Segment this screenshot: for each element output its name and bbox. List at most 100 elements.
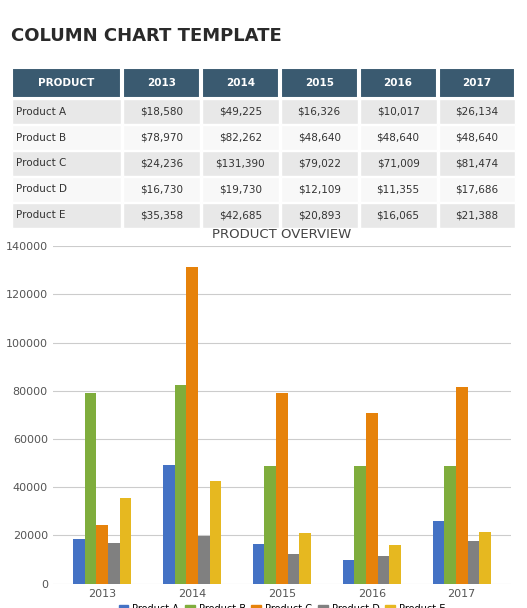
Bar [96, 525, 108, 584]
FancyBboxPatch shape [438, 177, 515, 202]
Bar [73, 539, 85, 584]
FancyBboxPatch shape [281, 67, 358, 98]
Text: $18,580: $18,580 [140, 106, 183, 117]
FancyBboxPatch shape [438, 99, 515, 124]
Text: $16,730: $16,730 [140, 184, 183, 195]
Text: $26,134: $26,134 [455, 106, 499, 117]
FancyBboxPatch shape [123, 99, 200, 124]
Bar [378, 556, 389, 584]
FancyBboxPatch shape [359, 203, 436, 228]
FancyBboxPatch shape [123, 203, 200, 228]
Text: $21,388: $21,388 [455, 210, 499, 220]
FancyBboxPatch shape [438, 67, 515, 98]
Text: $48,640: $48,640 [377, 133, 419, 142]
FancyBboxPatch shape [359, 67, 436, 98]
Text: $81,474: $81,474 [455, 159, 499, 168]
FancyBboxPatch shape [12, 177, 121, 202]
FancyBboxPatch shape [281, 125, 358, 150]
Bar [444, 466, 456, 584]
Text: $17,686: $17,686 [455, 184, 499, 195]
Text: $11,355: $11,355 [376, 184, 419, 195]
Text: $131,390: $131,390 [216, 159, 265, 168]
FancyBboxPatch shape [123, 177, 200, 202]
Text: $48,640: $48,640 [298, 133, 340, 142]
Bar [210, 481, 221, 584]
Text: Product B: Product B [16, 133, 66, 142]
Bar [467, 541, 479, 584]
Text: $71,009: $71,009 [377, 159, 419, 168]
FancyBboxPatch shape [281, 151, 358, 176]
Bar [174, 385, 186, 584]
FancyBboxPatch shape [202, 67, 279, 98]
FancyBboxPatch shape [123, 67, 200, 98]
FancyBboxPatch shape [359, 177, 436, 202]
Text: COLUMN CHART TEMPLATE: COLUMN CHART TEMPLATE [11, 27, 281, 46]
FancyBboxPatch shape [438, 125, 515, 150]
FancyBboxPatch shape [202, 99, 279, 124]
Bar [389, 545, 401, 584]
FancyBboxPatch shape [12, 67, 121, 98]
Text: 2013: 2013 [147, 78, 176, 88]
FancyBboxPatch shape [123, 125, 200, 150]
FancyBboxPatch shape [202, 125, 279, 150]
FancyBboxPatch shape [438, 151, 515, 176]
FancyBboxPatch shape [359, 151, 436, 176]
Text: Product A: Product A [16, 106, 66, 117]
Text: $24,236: $24,236 [140, 159, 183, 168]
FancyBboxPatch shape [12, 99, 121, 124]
Legend: Product A, Product B, Product C, Product D, Product E: Product A, Product B, Product C, Product… [115, 600, 449, 608]
FancyBboxPatch shape [12, 151, 121, 176]
Bar [186, 267, 198, 584]
Text: $19,730: $19,730 [219, 184, 262, 195]
Text: Product D: Product D [16, 184, 66, 195]
Text: PRODUCT: PRODUCT [38, 78, 94, 88]
FancyBboxPatch shape [12, 125, 121, 150]
Text: $82,262: $82,262 [219, 133, 262, 142]
FancyBboxPatch shape [359, 99, 436, 124]
Text: $78,970: $78,970 [140, 133, 183, 142]
Text: 2015: 2015 [305, 78, 334, 88]
Text: $12,109: $12,109 [298, 184, 340, 195]
FancyBboxPatch shape [359, 125, 436, 150]
FancyBboxPatch shape [281, 99, 358, 124]
Text: 2014: 2014 [226, 78, 255, 88]
Text: Product C: Product C [16, 159, 66, 168]
Text: $35,358: $35,358 [140, 210, 183, 220]
Text: $79,022: $79,022 [298, 159, 340, 168]
FancyBboxPatch shape [202, 177, 279, 202]
Bar [163, 465, 174, 584]
Bar [354, 466, 366, 584]
Bar [198, 536, 210, 584]
Text: $20,893: $20,893 [298, 210, 340, 220]
Text: $16,326: $16,326 [298, 106, 341, 117]
Bar [253, 544, 265, 584]
Bar [456, 387, 467, 584]
FancyBboxPatch shape [281, 203, 358, 228]
FancyBboxPatch shape [202, 203, 279, 228]
Text: $42,685: $42,685 [219, 210, 262, 220]
Text: $48,640: $48,640 [455, 133, 499, 142]
Bar [120, 499, 131, 584]
Text: $49,225: $49,225 [219, 106, 262, 117]
Bar [108, 544, 120, 584]
Bar [299, 533, 311, 584]
FancyBboxPatch shape [12, 203, 121, 228]
FancyBboxPatch shape [281, 177, 358, 202]
Bar [433, 520, 444, 584]
Bar [479, 532, 491, 584]
Text: 2016: 2016 [384, 78, 413, 88]
Bar [288, 554, 299, 584]
Bar [343, 559, 354, 584]
FancyBboxPatch shape [438, 203, 515, 228]
FancyBboxPatch shape [202, 151, 279, 176]
Text: $16,065: $16,065 [377, 210, 419, 220]
Bar [85, 393, 96, 584]
Title: PRODUCT OVERVIEW: PRODUCT OVERVIEW [212, 228, 352, 241]
Text: $10,017: $10,017 [377, 106, 419, 117]
Text: Product E: Product E [16, 210, 65, 220]
Bar [366, 413, 378, 584]
Text: 2017: 2017 [462, 78, 492, 88]
FancyBboxPatch shape [123, 151, 200, 176]
Bar [265, 466, 276, 584]
Bar [276, 393, 288, 584]
